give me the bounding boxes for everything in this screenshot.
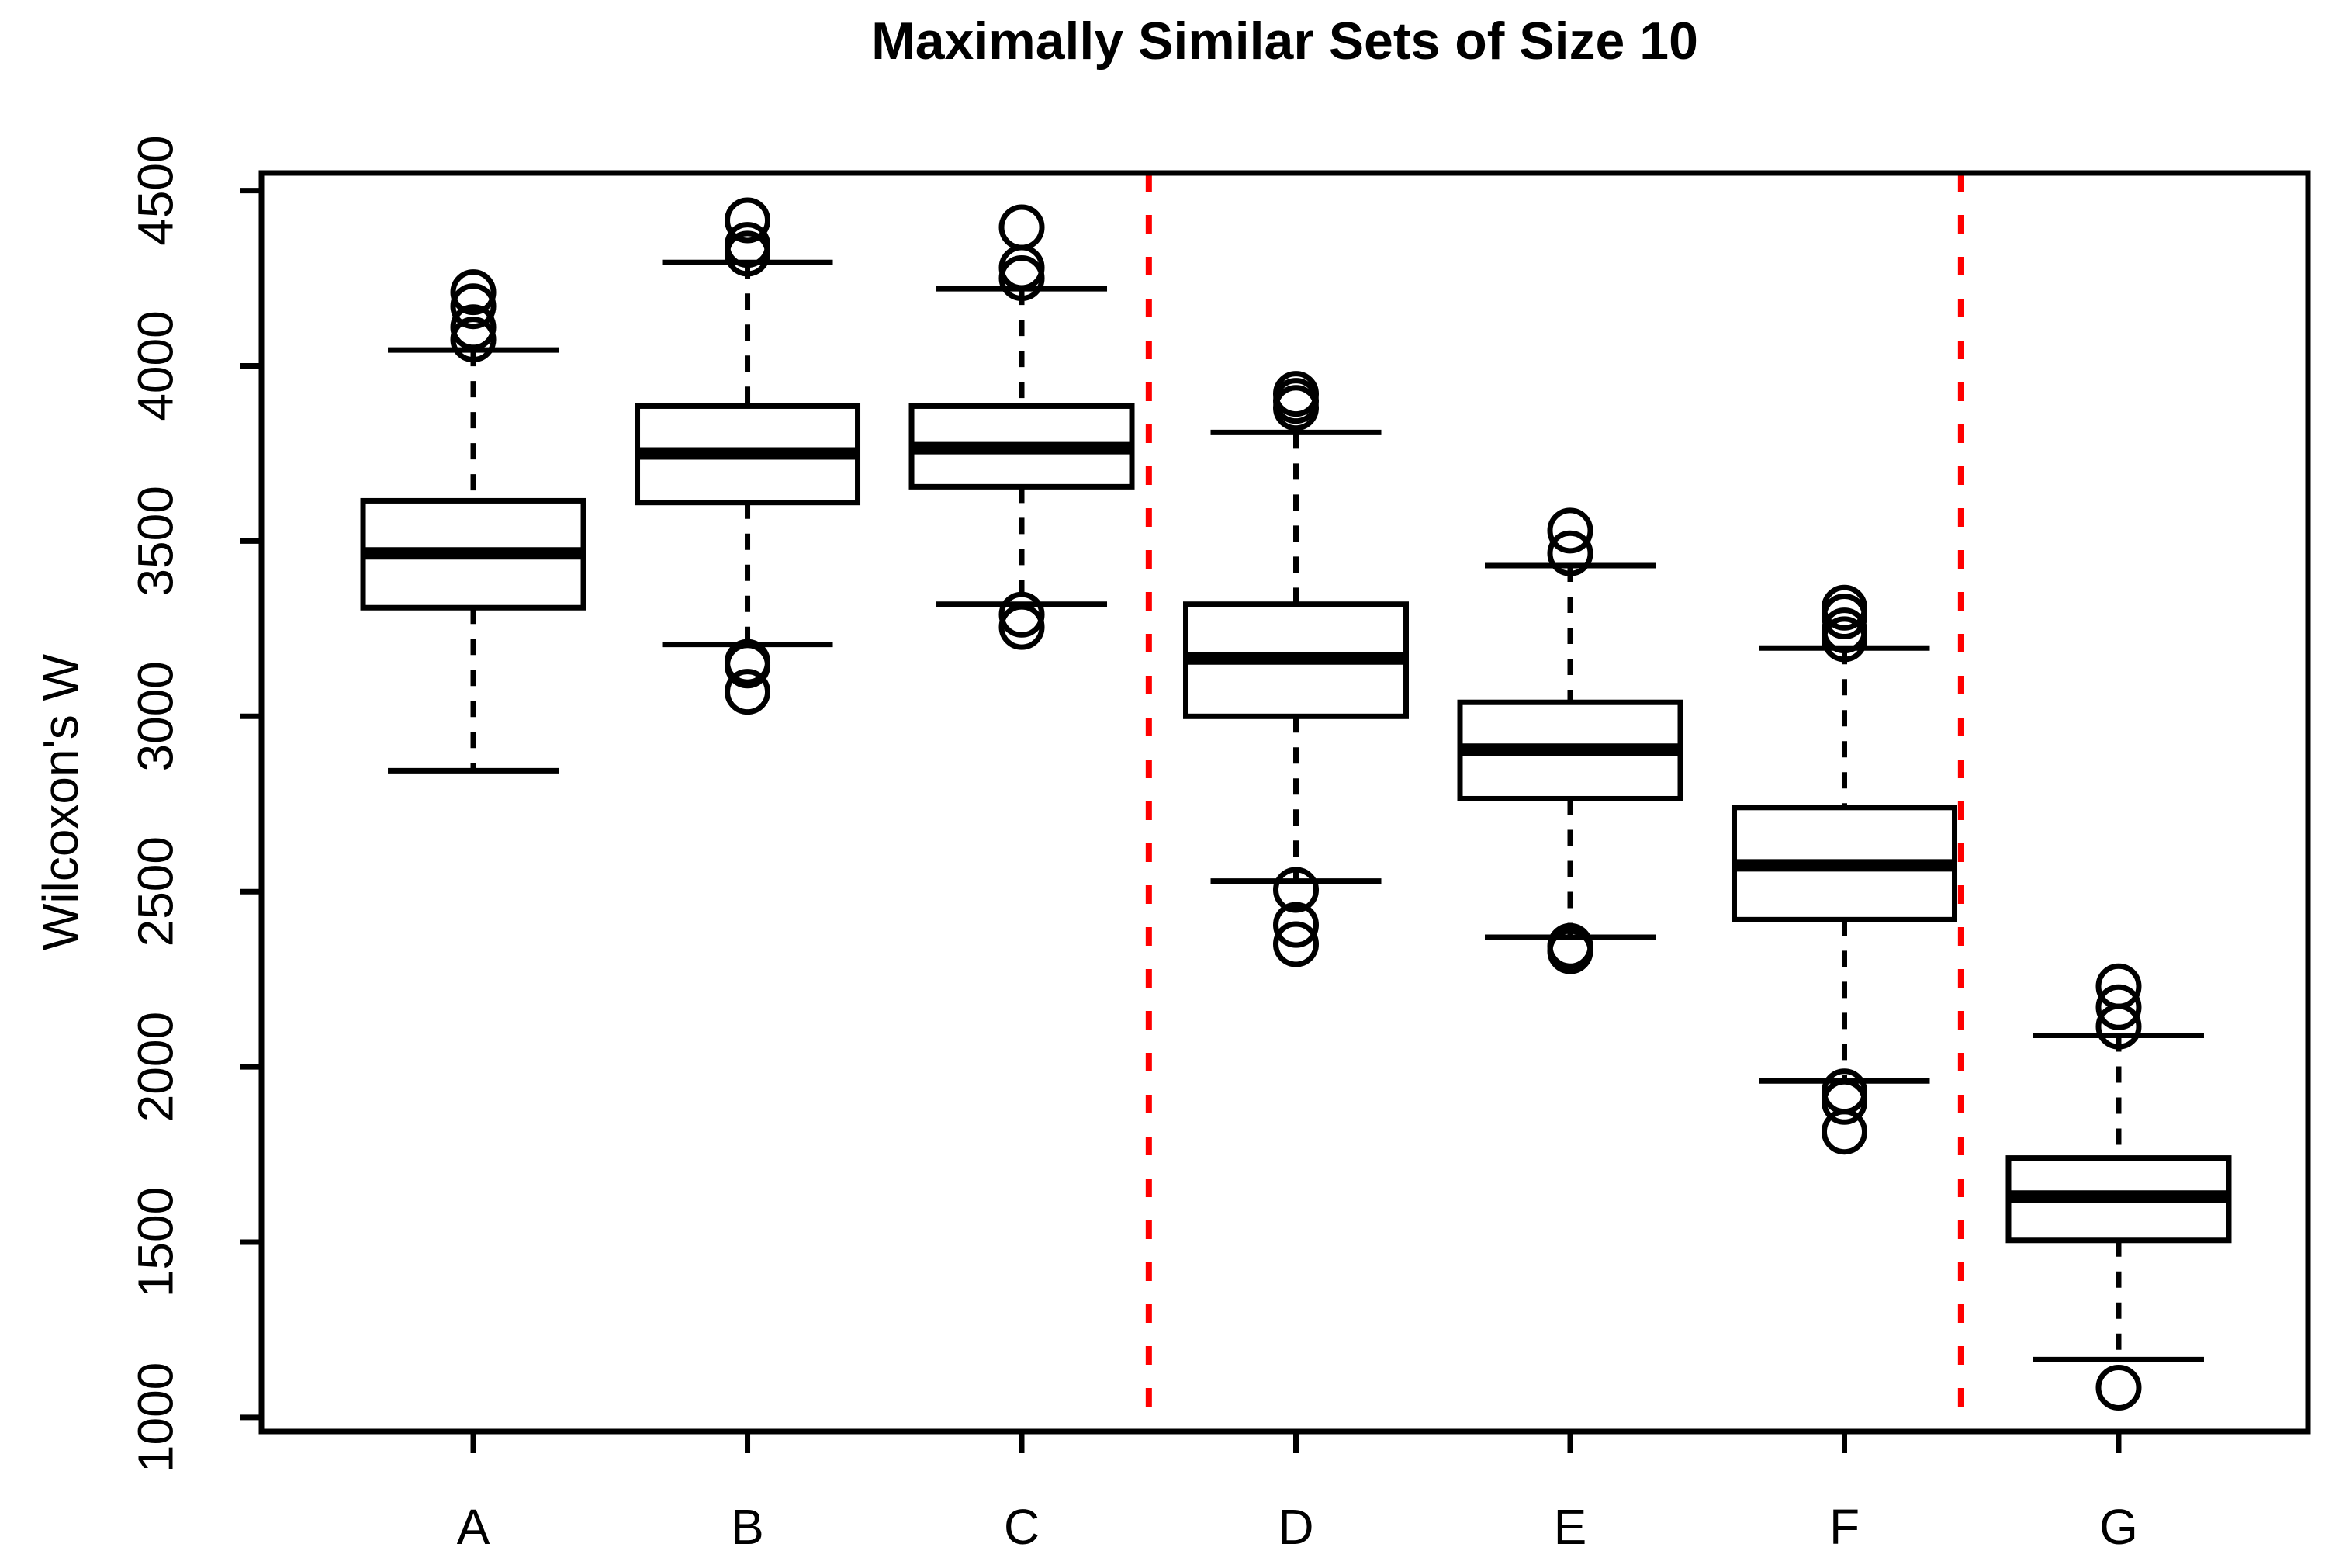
box-group-B bbox=[635, 197, 861, 715]
y-tick-label: 3500 bbox=[127, 486, 183, 596]
outlier-point-C bbox=[998, 604, 1045, 650]
outlier-point-C bbox=[998, 204, 1045, 251]
y-tick-label: 1000 bbox=[127, 1362, 183, 1473]
chart-title: Maximally Similar Sets of Size 10 bbox=[871, 12, 1698, 71]
outlier-point-E bbox=[1547, 922, 1593, 969]
outlier-point-F bbox=[1821, 607, 1867, 654]
outlier-point-A bbox=[450, 269, 497, 316]
x-tick-label-C: C bbox=[1004, 1499, 1040, 1555]
outlier-point-G bbox=[2095, 963, 2142, 1009]
outlier-point-D bbox=[1273, 902, 1320, 948]
outlier-point-B bbox=[725, 639, 771, 685]
plot-border bbox=[258, 170, 2311, 1435]
y-tick-label: 2000 bbox=[127, 1012, 183, 1122]
outlier-point-F bbox=[1821, 1068, 1867, 1115]
outlier-point-B bbox=[725, 222, 771, 268]
outlier-point-A bbox=[450, 317, 497, 363]
box-group-E bbox=[1457, 507, 1683, 974]
y-tick-label: 2500 bbox=[127, 836, 183, 947]
box-group-C bbox=[908, 204, 1135, 650]
outlier-point-B bbox=[725, 669, 771, 715]
outlier-point-G bbox=[2095, 984, 2142, 1030]
outlier-point-D bbox=[1273, 921, 1320, 967]
x-tick-label-B: B bbox=[731, 1499, 764, 1555]
outlier-point-E bbox=[1547, 507, 1593, 554]
outlier-point-E bbox=[1547, 530, 1593, 576]
y-tick-label: 4000 bbox=[127, 310, 183, 421]
outlier-point-A bbox=[450, 283, 497, 330]
outlier-point-D bbox=[1273, 867, 1320, 913]
y-tick-label: 1500 bbox=[127, 1187, 183, 1297]
y-tick-label: 4500 bbox=[127, 135, 183, 245]
outlier-point-D bbox=[1273, 371, 1320, 417]
y-tick-label: 3000 bbox=[127, 661, 183, 771]
x-tick-label-G: G bbox=[2099, 1499, 2138, 1555]
x-tick-label-E: E bbox=[1554, 1499, 1587, 1555]
outlier-point-G bbox=[2095, 1365, 2142, 1411]
outlier-point-C bbox=[998, 591, 1045, 638]
x-tick-label-A: A bbox=[457, 1499, 490, 1555]
outlier-point-A bbox=[450, 304, 497, 351]
outlier-point-F bbox=[1821, 584, 1867, 631]
box-group-D bbox=[1183, 371, 1410, 967]
box-group-G bbox=[2005, 963, 2232, 1411]
box-group-A bbox=[360, 269, 586, 774]
x-tick-label-D: D bbox=[1278, 1499, 1313, 1555]
box-group-F bbox=[1731, 584, 1957, 1155]
x-tick-label-F: F bbox=[1829, 1499, 1860, 1555]
outlier-point-B bbox=[725, 197, 771, 244]
